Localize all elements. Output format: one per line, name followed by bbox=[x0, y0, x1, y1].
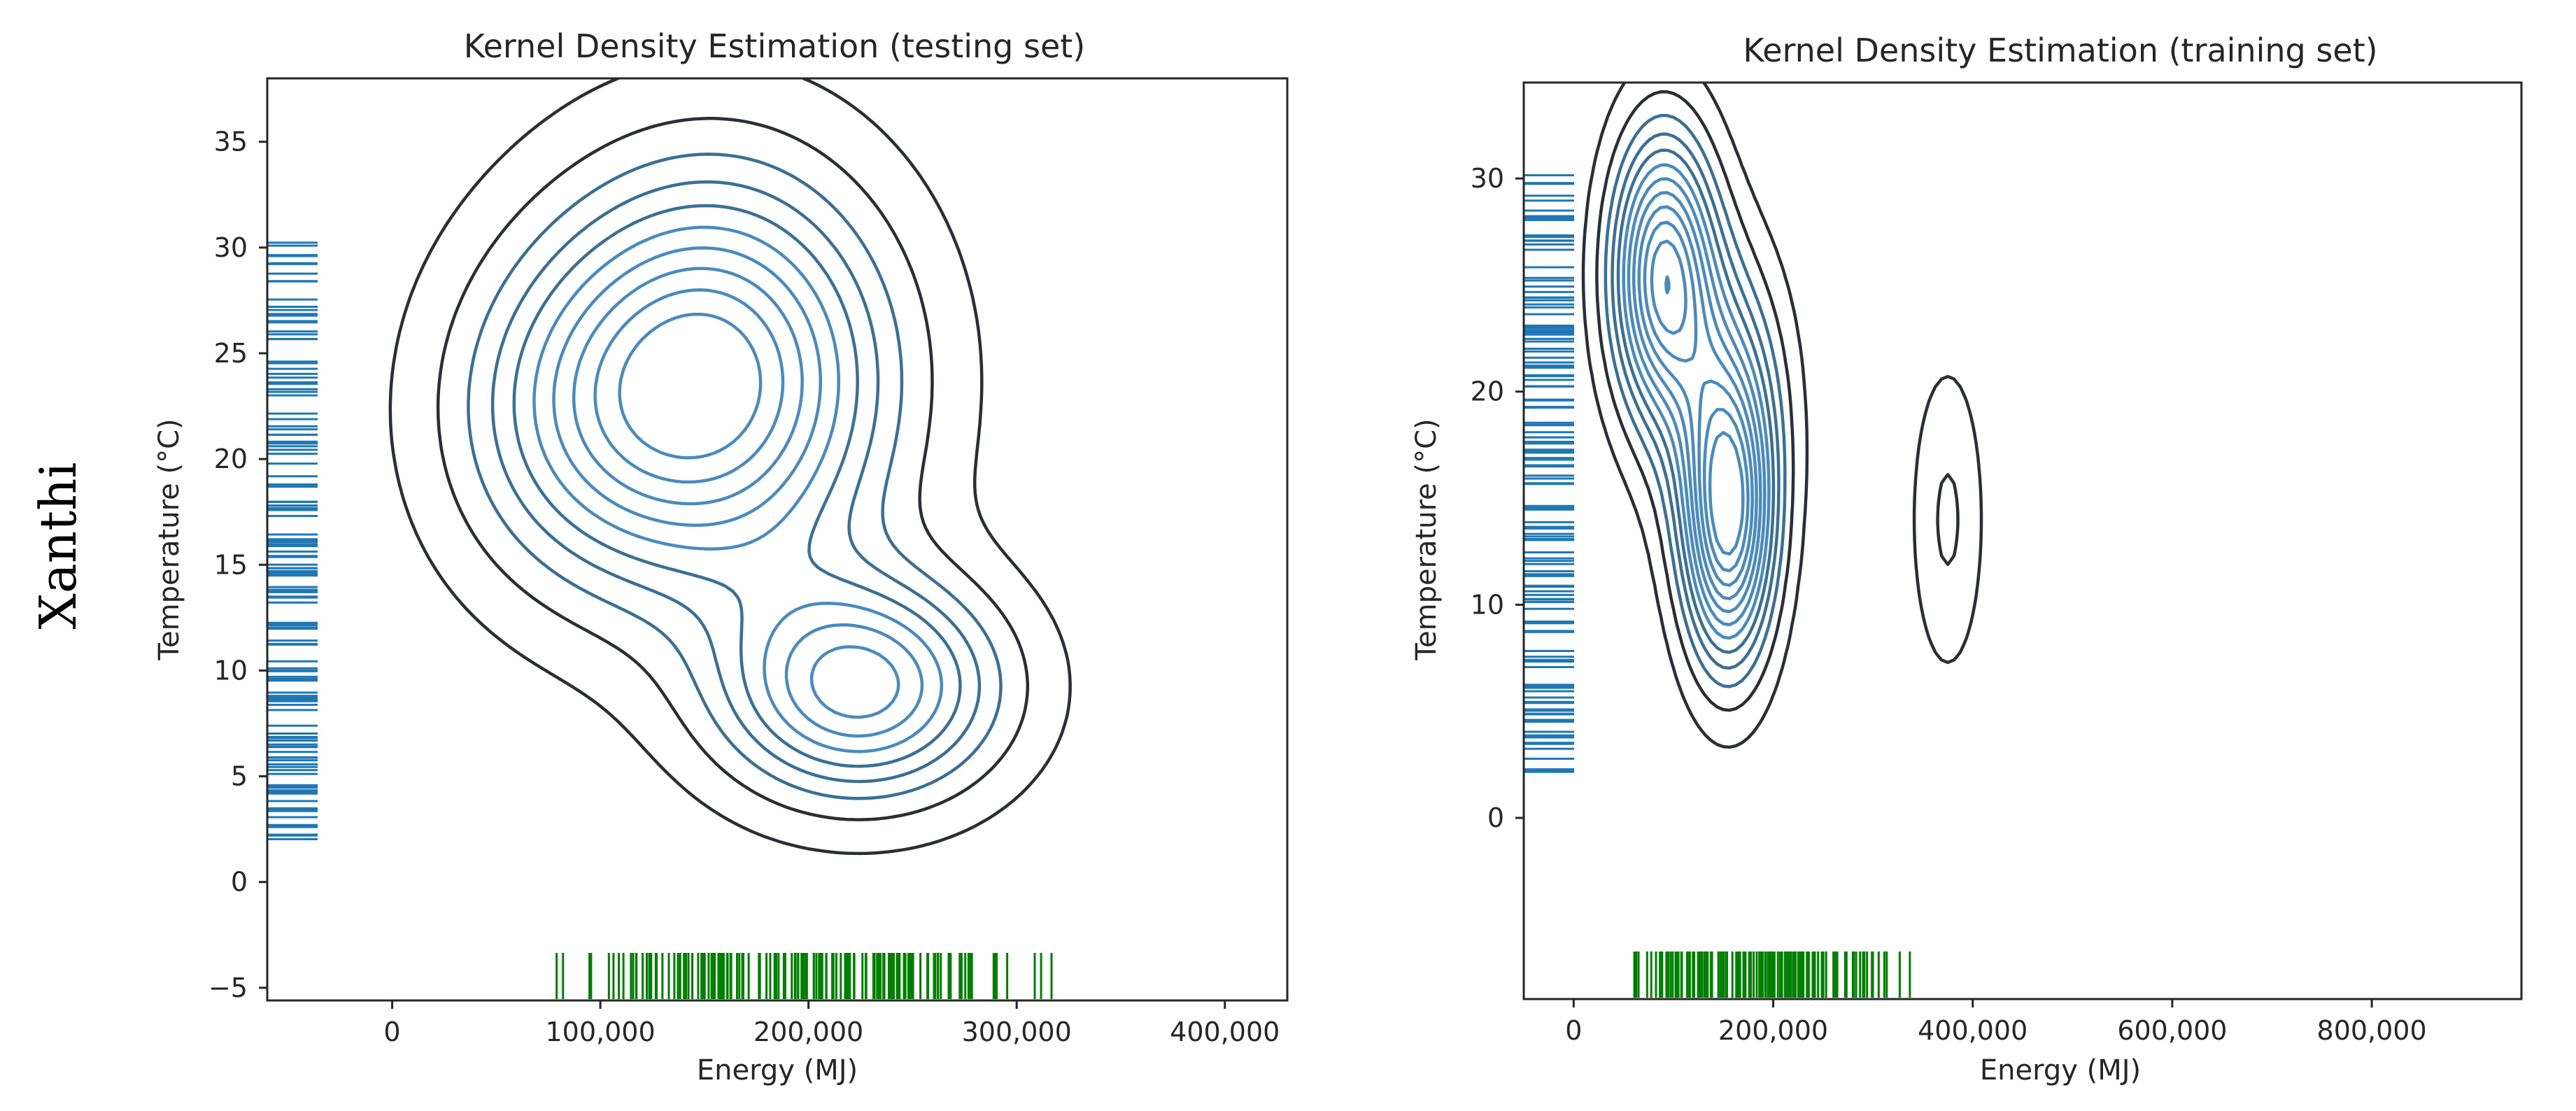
y-tick-label: 35 bbox=[214, 127, 248, 157]
y-tick-label: 20 bbox=[214, 444, 248, 474]
contour-level-1 bbox=[388, 78, 1072, 856]
training-plot-frame bbox=[1522, 81, 2523, 1000]
contour-level-10 bbox=[618, 312, 763, 460]
y-tick-label: 10 bbox=[214, 655, 248, 686]
y-tick-label: 30 bbox=[1471, 163, 1504, 194]
energy-rug bbox=[555, 953, 1053, 999]
contour-level-5 bbox=[1616, 148, 1776, 654]
temperature-rug bbox=[267, 241, 318, 840]
y-tick-label: −5 bbox=[208, 972, 248, 1003]
x-tick-label: 400,000 bbox=[1918, 1015, 2027, 1046]
x-tick-label: 0 bbox=[1565, 1015, 1582, 1046]
contour-level-8 bbox=[1632, 191, 1762, 614]
testing-set-chart: Kernel Density Estimation (testing set) … bbox=[153, 27, 1289, 1087]
contour-level-2 bbox=[436, 117, 1030, 821]
y-tick-label: 25 bbox=[214, 338, 248, 369]
x-tick-label: 600,000 bbox=[2117, 1015, 2227, 1046]
y-tick-label: 0 bbox=[1487, 802, 1504, 833]
row-label: Xanthi bbox=[29, 462, 87, 630]
x-tick-label: 200,000 bbox=[1718, 1015, 1828, 1046]
training-set-chart: Kernel Density Estimation (training set)… bbox=[1410, 31, 2523, 1087]
training-plot-area bbox=[1524, 83, 1983, 998]
y-tick-label: 5 bbox=[231, 761, 248, 792]
x-tick-label: 800,000 bbox=[2317, 1015, 2427, 1046]
x-tick-label: 400,000 bbox=[1170, 1017, 1280, 1047]
contour-level-8 bbox=[572, 267, 900, 719]
y-tick-label: 30 bbox=[214, 232, 248, 263]
testing-x-axis-label: Energy (MJ) bbox=[697, 1054, 858, 1087]
testing-axis-ticks: 0 100,000 200,000 300,000 400,000 −5 0 5 10 15 20 2… bbox=[208, 127, 1280, 1047]
contour-level-4 bbox=[490, 180, 982, 784]
chart-title-testing: Kernel Density Estimation (testing set) bbox=[464, 27, 1086, 65]
contour-level-4 bbox=[1611, 132, 1781, 670]
contour-level-7 bbox=[1627, 177, 1767, 627]
y-tick-label: 10 bbox=[1471, 589, 1504, 620]
contour-level-12 bbox=[1664, 275, 1745, 556]
contour-level-9 bbox=[593, 288, 785, 484]
contour-level-6 bbox=[1622, 163, 1771, 640]
training-axis-ticks: 0 200,000 400,000 600,000 800,000 0 10 20 30 bbox=[1471, 163, 2427, 1046]
chart-title-training: Kernel Density Estimation (training set) bbox=[1743, 31, 2377, 69]
contour-level-11 bbox=[1650, 239, 1750, 573]
testing-plot-frame bbox=[266, 77, 1289, 1002]
x-tick-label: 0 bbox=[383, 1017, 400, 1047]
training-y-axis-label: Temperature (°C) bbox=[1410, 418, 1443, 660]
contour-level-3 bbox=[467, 153, 1003, 800]
contour-level-3 bbox=[1604, 113, 1787, 688]
contour-level-5 bbox=[512, 204, 962, 768]
contour-level-6 bbox=[532, 225, 944, 753]
x-tick-label: 100,000 bbox=[546, 1017, 656, 1047]
testing-y-axis-label: Temperature (°C) bbox=[153, 418, 185, 660]
temperature-rug bbox=[1524, 174, 1574, 773]
testing-plot-area bbox=[267, 78, 1072, 999]
energy-rug bbox=[1633, 951, 1911, 998]
y-tick-label: 0 bbox=[231, 867, 248, 898]
contour-level-7 bbox=[552, 246, 924, 738]
x-tick-label: 300,000 bbox=[962, 1017, 1072, 1047]
contour-level-1 bbox=[1581, 83, 1983, 749]
x-tick-label: 200,000 bbox=[753, 1017, 863, 1047]
contour-level-9 bbox=[1637, 205, 1758, 600]
training-x-axis-label: Energy (MJ) bbox=[1980, 1054, 2141, 1087]
y-tick-label: 20 bbox=[1471, 376, 1504, 407]
contour-level-2 bbox=[1595, 90, 1960, 712]
y-tick-label: 15 bbox=[214, 549, 248, 580]
contour-level-10 bbox=[1643, 220, 1754, 587]
